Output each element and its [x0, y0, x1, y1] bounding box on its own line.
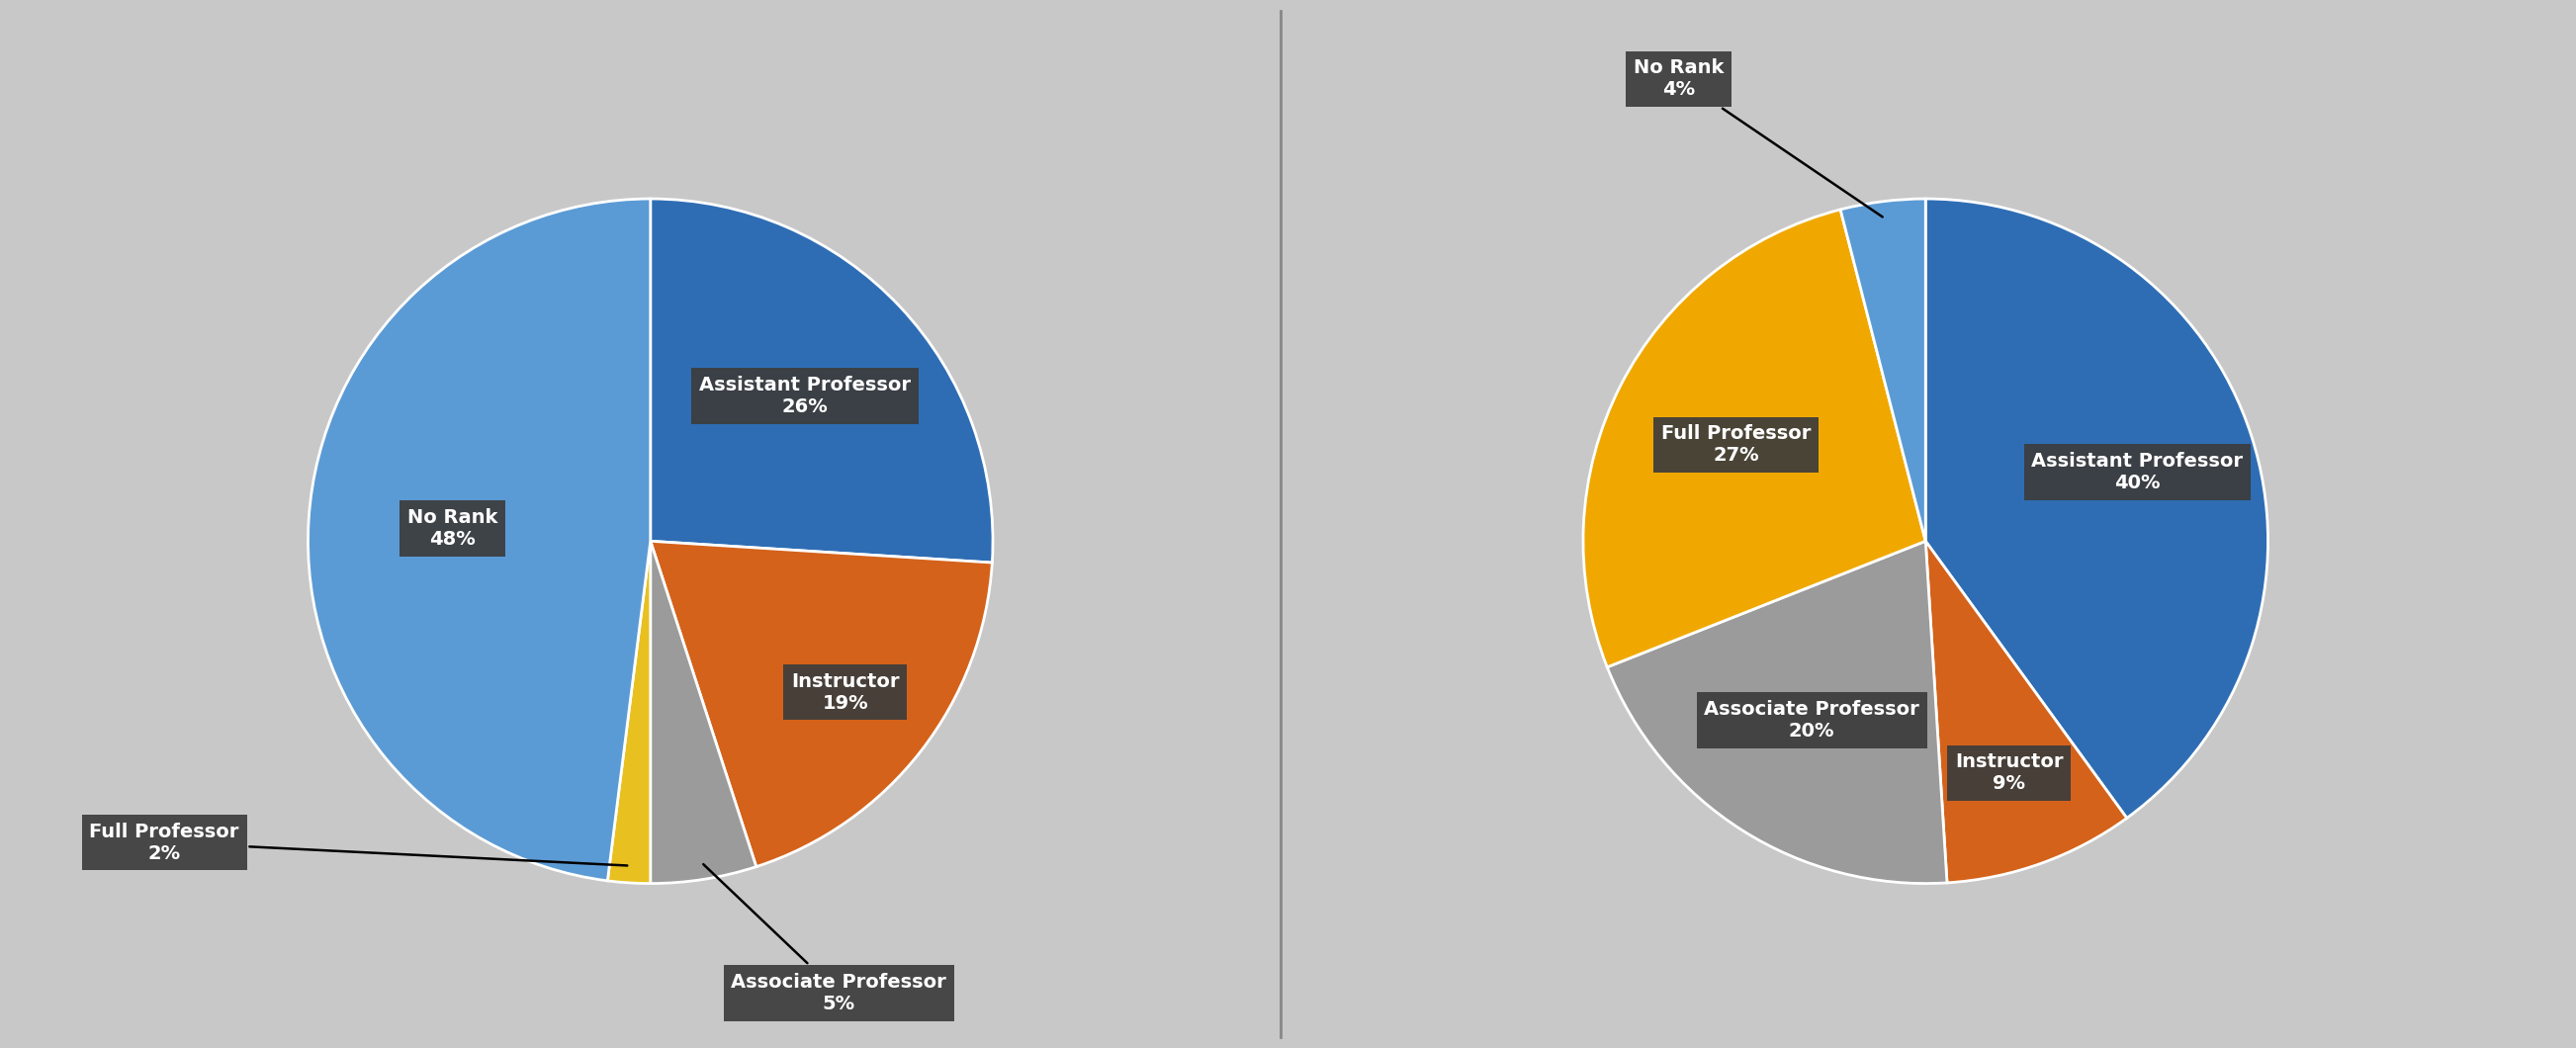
Wedge shape	[608, 541, 652, 883]
Wedge shape	[1924, 541, 2128, 882]
Text: No Rank
4%: No Rank 4%	[1633, 59, 1883, 217]
Text: Assistant Professor
40%: Assistant Professor 40%	[2032, 452, 2244, 493]
Wedge shape	[1924, 199, 2267, 818]
Text: Instructor
9%: Instructor 9%	[1955, 752, 2063, 793]
Wedge shape	[649, 541, 992, 867]
Text: Assistant Professor
26%: Assistant Professor 26%	[701, 375, 912, 416]
Wedge shape	[649, 541, 757, 883]
Wedge shape	[1607, 541, 1947, 883]
Text: No Rank
48%: No Rank 48%	[407, 508, 497, 549]
Text: Instructor
19%: Instructor 19%	[791, 672, 899, 713]
Wedge shape	[309, 199, 652, 880]
Wedge shape	[1584, 210, 1924, 668]
Text: Full Professor
27%: Full Professor 27%	[1662, 424, 1811, 465]
Wedge shape	[649, 199, 992, 563]
Text: Associate Professor
20%: Associate Professor 20%	[1705, 700, 1919, 741]
Wedge shape	[1839, 199, 1927, 541]
Text: Full Professor
2%: Full Professor 2%	[90, 822, 629, 866]
Text: Associate Professor
5%: Associate Professor 5%	[703, 865, 945, 1013]
